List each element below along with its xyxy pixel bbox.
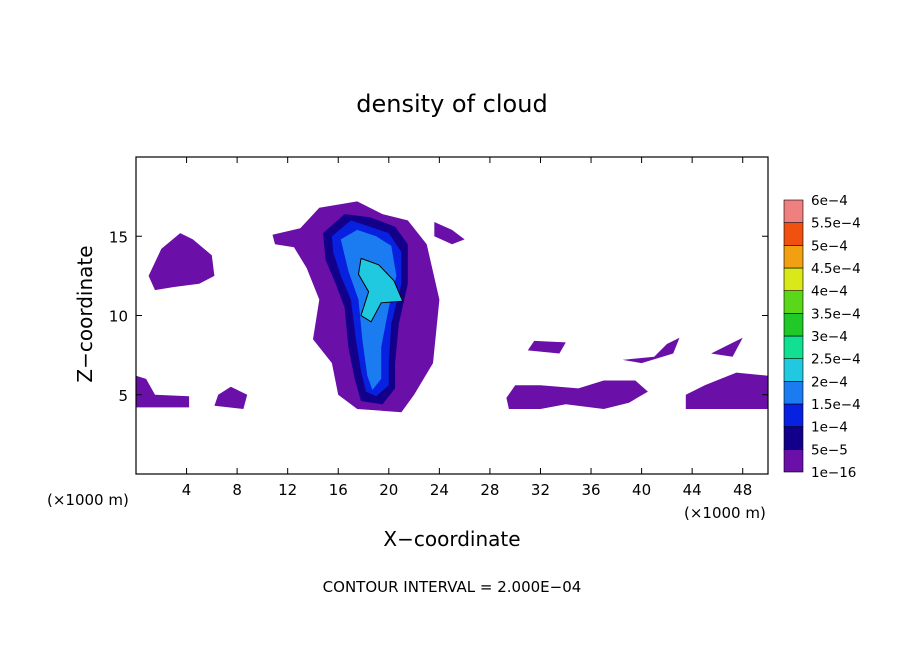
colorbar-swatch [783, 403, 804, 428]
density-region-6 [527, 340, 566, 354]
colorbar-label: 3.5e−4 [811, 306, 861, 322]
colorbar-swatch [783, 448, 804, 473]
density-region-4 [434, 222, 465, 245]
density-region-1 [136, 375, 190, 408]
density-region-13 [358, 258, 403, 322]
colorbar-swatch [783, 245, 804, 269]
colorbar-swatch [783, 199, 804, 224]
contour-interval-footer: CONTOUR INTERVAL = 2.000E−04 [323, 578, 582, 596]
y-tick-label: 5 [118, 387, 128, 405]
colorbar-label: 4.5e−4 [811, 261, 861, 277]
y-tick-label: 15 [109, 228, 128, 246]
y-axis-label: Z−coordinate [73, 245, 97, 382]
x-tick-label: 8 [232, 481, 242, 499]
density-region-5 [506, 380, 648, 409]
colorbar-swatch [783, 222, 804, 246]
colorbar-label: 5.5e−4 [811, 216, 861, 232]
y-axis-ticks: 5 10 15 [109, 228, 768, 405]
x-axis-ticks: 4 8 12 16 20 24 28 32 36 40 44 48 [182, 157, 752, 499]
colorbar-label: 4e−4 [811, 284, 848, 300]
x-tick-label: 32 [531, 481, 550, 499]
x-tick-label: 24 [430, 481, 449, 499]
density-region-2 [214, 386, 248, 409]
x-axis-label: X−coordinate [383, 527, 520, 551]
x-tick-label: 20 [379, 481, 398, 499]
plot-area [135, 156, 769, 475]
colorbar-label: 2.5e−4 [811, 352, 861, 368]
density-region-9 [711, 337, 743, 357]
colorbar-label: 3e−4 [811, 329, 848, 345]
colorbar-label: 5e−5 [811, 442, 848, 458]
density-region-8 [685, 372, 768, 409]
colorbar-label: 1e−4 [811, 420, 848, 436]
x-unit-right: (×1000 m) [684, 504, 766, 522]
x-tick-label: 36 [581, 481, 600, 499]
x-tick-label: 16 [329, 481, 348, 499]
x-tick-label: 28 [480, 481, 499, 499]
colorbar: 1e−16 5e−5 1e−4 1.5e−4 2e−4 2.5e−4 3e−4 3.5e−4 4… [783, 193, 861, 481]
colorbar-label: 5e−4 [811, 238, 848, 254]
colorbar-label: 2e−4 [811, 374, 848, 390]
colorbar-label: 1.5e−4 [811, 397, 861, 413]
plot-frame [135, 156, 769, 475]
colorbar-label: 1e−16 [811, 465, 856, 481]
colorbar-swatch [783, 426, 804, 450]
y-tick-label: 10 [109, 308, 128, 326]
x-tick-label: 48 [733, 481, 752, 499]
colorbar-swatch [783, 335, 804, 360]
colorbar-swatch [783, 312, 804, 337]
cloud-density-regions [136, 201, 768, 413]
x-tick-label: 4 [182, 481, 192, 499]
colorbar-swatch [783, 380, 804, 405]
colorbar-label: 6e−4 [811, 193, 848, 209]
density-region-7 [622, 337, 680, 364]
colorbar-swatch [783, 358, 804, 382]
colorbar-swatch [783, 290, 804, 314]
density-region-0 [148, 233, 215, 291]
contour-line [357, 257, 404, 323]
x-tick-label: 12 [278, 481, 297, 499]
chart-title: density of cloud [356, 90, 547, 118]
colorbar-swatch [783, 267, 804, 292]
x-tick-label: 44 [683, 481, 702, 499]
x-tick-label: 40 [632, 481, 651, 499]
x-unit-left: (×1000 m) [47, 491, 129, 509]
